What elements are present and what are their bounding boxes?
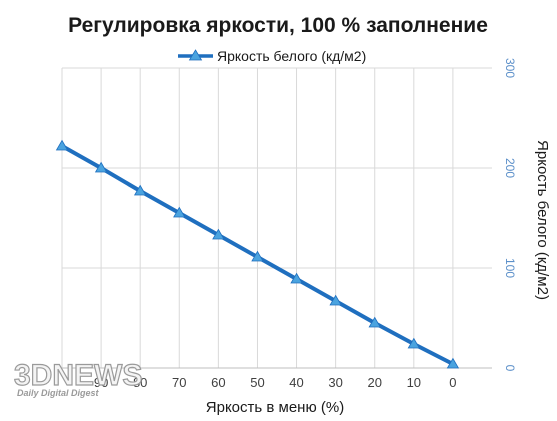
x-axis-ticks: 90 80 70 60 50 40 30 20 10 0 [94, 375, 457, 390]
y-tick-label: 0 [503, 365, 517, 372]
y-axis-ticks: 0 100 200 300 [503, 58, 517, 372]
data-point [251, 250, 264, 262]
data-point [212, 228, 225, 240]
legend: Яркость белого (кд/м2) [178, 48, 366, 64]
chart-title: Регулировка яркости, 100 % заполнение [68, 14, 488, 37]
series-group [55, 139, 460, 369]
x-tick-label: 70 [172, 375, 186, 390]
y-tick-label: 100 [503, 258, 517, 278]
y-tick-label: 300 [503, 58, 517, 78]
legend-entry: Яркость белого (кд/м2) [217, 48, 366, 64]
x-tick-label: 80 [133, 375, 147, 390]
y-tick-label: 200 [503, 158, 517, 178]
watermark-logo-text: 3DNEWS [14, 359, 142, 392]
x-tick-label: 20 [367, 375, 381, 390]
x-tick-label: 30 [328, 375, 342, 390]
x-tick-label: 60 [211, 375, 225, 390]
legend-marker [188, 49, 203, 61]
watermark-tagline: Daily Digital Digest [17, 388, 100, 398]
data-point [55, 139, 69, 151]
x-tick-label: 90 [94, 375, 108, 390]
x-tick-label: 40 [289, 375, 303, 390]
data-point [407, 337, 421, 349]
x-tick-label: 0 [449, 375, 456, 390]
x-axis-label: Яркость в меню (%) [206, 399, 344, 416]
x-tick-label: 10 [407, 375, 421, 390]
data-point [173, 206, 186, 218]
watermark-logo: 3DNEWS Daily Digital Digest [13, 358, 143, 398]
data-point [133, 184, 147, 196]
gridlines [61, 67, 492, 369]
data-point [368, 316, 381, 328]
y-axis-label: Яркость белого (кд/м2) [534, 140, 551, 300]
data-point [94, 161, 108, 173]
data-point [290, 272, 303, 284]
data-point [446, 357, 460, 369]
x-tick-label: 50 [250, 375, 264, 390]
data-point [329, 294, 342, 306]
